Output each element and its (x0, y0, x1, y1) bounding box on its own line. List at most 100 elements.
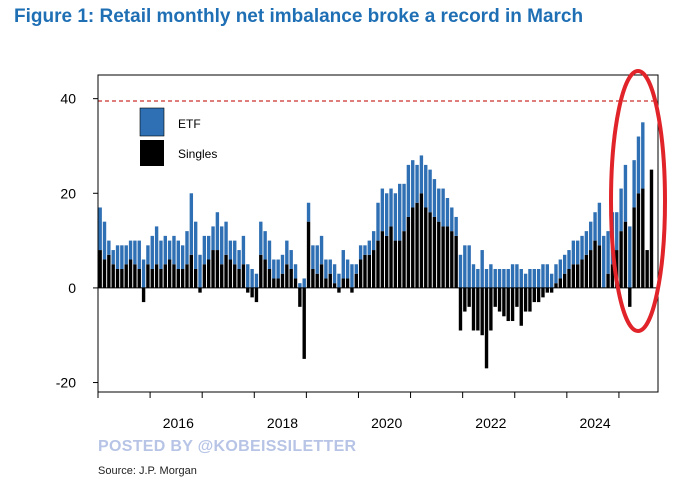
bar-etf (476, 268, 480, 288)
bar-etf (363, 245, 367, 255)
bar-singles (467, 287, 471, 307)
bar-etf (558, 259, 563, 279)
bar-singles (345, 278, 350, 288)
bar-etf (189, 193, 194, 255)
bar-singles (358, 259, 363, 288)
bar-singles (384, 235, 389, 288)
bar-etf (272, 259, 276, 279)
bar-etf (280, 254, 285, 274)
bar-etf (311, 245, 315, 269)
bar-etf (228, 240, 233, 260)
bar-etf (289, 250, 293, 269)
bar-etf (623, 164, 628, 222)
bar-etf (302, 278, 306, 288)
bar-etf (215, 212, 220, 251)
bar-etf (371, 231, 376, 251)
bar-singles (315, 273, 319, 288)
bar-singles (341, 278, 345, 288)
bar-singles (202, 264, 207, 288)
bar-etf (198, 254, 202, 288)
bar-singles (185, 264, 189, 288)
bar-etf (454, 216, 458, 236)
bar-etf (220, 226, 224, 265)
bar-singles (124, 264, 128, 288)
bar-etf (141, 259, 146, 288)
bar-etf (463, 245, 467, 288)
bar-etf (185, 231, 189, 265)
bar-etf (549, 273, 554, 288)
bar-etf (358, 245, 363, 260)
bar-singles (328, 273, 332, 288)
bar-etf (246, 264, 250, 288)
bar-etf (458, 254, 463, 288)
bar-etf (415, 164, 419, 203)
bar-singles (263, 259, 267, 288)
bar-etf (241, 235, 246, 265)
bar-etf (567, 250, 571, 269)
bar-etf (532, 268, 536, 288)
bar-singles (623, 221, 628, 288)
bar-singles (363, 254, 367, 288)
bar-singles (393, 240, 398, 288)
bar-singles (228, 259, 233, 288)
bar-singles (159, 268, 163, 288)
bar-etf (515, 264, 519, 288)
bar-singles (415, 202, 419, 288)
bar-etf (259, 221, 263, 255)
bar-singles (298, 287, 302, 307)
bar-singles (146, 264, 150, 288)
bar-etf (137, 240, 141, 269)
bar-etf (254, 273, 259, 288)
bar-etf (406, 164, 411, 217)
bar-etf (354, 264, 358, 274)
bar-singles (337, 287, 341, 293)
bar-singles (510, 287, 515, 322)
bar-etf (541, 264, 545, 288)
bar-singles (471, 287, 476, 331)
bar-singles (324, 278, 328, 288)
bar-singles (558, 278, 563, 288)
y-tick-label: 40 (60, 91, 76, 107)
bar-etf (445, 198, 450, 227)
bar-singles (645, 250, 649, 288)
bar-singles (419, 193, 424, 288)
bar-etf (489, 264, 493, 288)
bar-etf (120, 245, 124, 269)
legend-label-etf: ETF (178, 117, 201, 131)
bar-etf (111, 250, 115, 265)
bar-etf (441, 188, 445, 227)
bar-singles (293, 278, 298, 288)
bar-singles (198, 287, 202, 293)
x-tick-label: 2020 (371, 415, 402, 431)
bar-singles (111, 264, 115, 288)
bar-etf (293, 264, 298, 279)
bar-singles (98, 250, 102, 288)
bar-etf (432, 179, 437, 217)
bar-etf (180, 245, 185, 269)
bar-singles (220, 264, 224, 288)
bar-singles (437, 221, 441, 288)
bar-singles (480, 287, 484, 336)
bar-singles (411, 207, 415, 288)
bar-singles (289, 268, 293, 288)
bar-singles (389, 226, 393, 288)
bar-etf (193, 221, 198, 269)
bar-singles (211, 250, 215, 288)
bar-singles (246, 287, 250, 293)
bar-etf (450, 207, 454, 232)
bar-etf (602, 235, 606, 288)
bar-singles (319, 264, 324, 288)
bar-etf (545, 264, 549, 288)
bar-etf (619, 188, 623, 232)
bar-etf (576, 240, 580, 265)
bar-singles (619, 231, 623, 288)
bar-etf (250, 268, 254, 288)
bar-etf (237, 250, 241, 269)
legend-swatch-singles (140, 140, 164, 166)
bar-singles (167, 259, 172, 288)
bar-singles (380, 231, 385, 288)
bar-singles (163, 264, 167, 288)
bar-etf (398, 183, 402, 241)
bar-singles (150, 268, 154, 288)
bar-etf (202, 235, 207, 265)
